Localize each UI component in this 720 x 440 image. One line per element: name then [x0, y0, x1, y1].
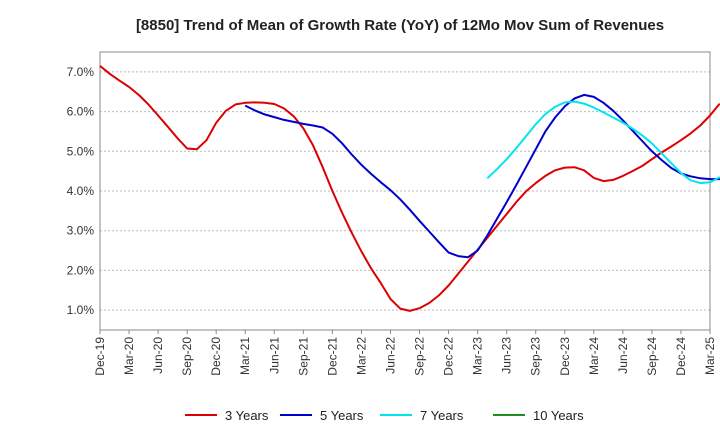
x-tick-label: Jun-21: [267, 337, 281, 374]
x-tick-label: Dec-24: [674, 337, 688, 376]
y-axis: 1.0% 2.0% 3.0% 4.0% 5.0% 6.0% 7.0%: [67, 65, 95, 317]
series-lines: [99, 65, 720, 312]
x-tick-label: Jun-20: [151, 337, 165, 374]
y-tick-label: 7.0%: [67, 65, 95, 79]
series-line-7-years: [486, 100, 720, 185]
x-tick-label: Dec-21: [325, 337, 339, 376]
legend-label: 5 Years: [320, 408, 364, 423]
x-tick-label: Mar-23: [471, 337, 485, 375]
x-tick-label: Sep-20: [180, 337, 194, 376]
x-tick-label: Sep-23: [529, 337, 543, 376]
x-tick-label: Sep-22: [413, 337, 427, 376]
x-tick-label: Sep-21: [296, 337, 310, 376]
y-tick-label: 5.0%: [67, 144, 95, 158]
x-tick-label: Jun-22: [383, 337, 397, 374]
legend-label: 7 Years: [420, 408, 464, 423]
x-axis: Dec-19 Mar-20 Jun-20 Sep-20 Dec-20 Mar-21 Jun-…: [93, 330, 717, 376]
y-tick-label: 4.0%: [67, 184, 95, 198]
x-tick-label: Jun-24: [616, 337, 630, 374]
gridlines: [100, 71, 710, 311]
legend-label: 3 Years: [225, 408, 269, 423]
plot-area: [99, 51, 711, 331]
x-tick-label: Jun-23: [500, 337, 514, 374]
legend: 3 Years 5 Years 7 Years 10 Years: [185, 408, 584, 423]
x-tick-label: Mar-20: [122, 337, 136, 375]
x-tick-label: Sep-24: [645, 337, 659, 376]
x-tick-label: Dec-22: [442, 337, 456, 376]
y-tick-label: 1.0%: [67, 303, 95, 317]
y-tick-label: 6.0%: [67, 105, 95, 119]
x-tick-label: Dec-23: [558, 337, 572, 376]
series-line-5-years: [244, 93, 720, 259]
y-tick-label: 3.0%: [67, 224, 95, 238]
y-tick-label: 2.0%: [67, 263, 95, 277]
legend-label: 10 Years: [533, 408, 584, 423]
x-tick-label: Dec-20: [209, 337, 223, 376]
series-line-3-years: [99, 65, 720, 312]
x-tick-label: Dec-19: [93, 337, 107, 376]
x-tick-label: Mar-24: [587, 337, 601, 375]
x-tick-label: Mar-25: [703, 337, 717, 375]
x-tick-label: Mar-21: [238, 337, 252, 375]
chart-title: [8850] Trend of Mean of Growth Rate (YoY…: [136, 17, 664, 34]
x-tick-label: Mar-22: [354, 337, 368, 375]
